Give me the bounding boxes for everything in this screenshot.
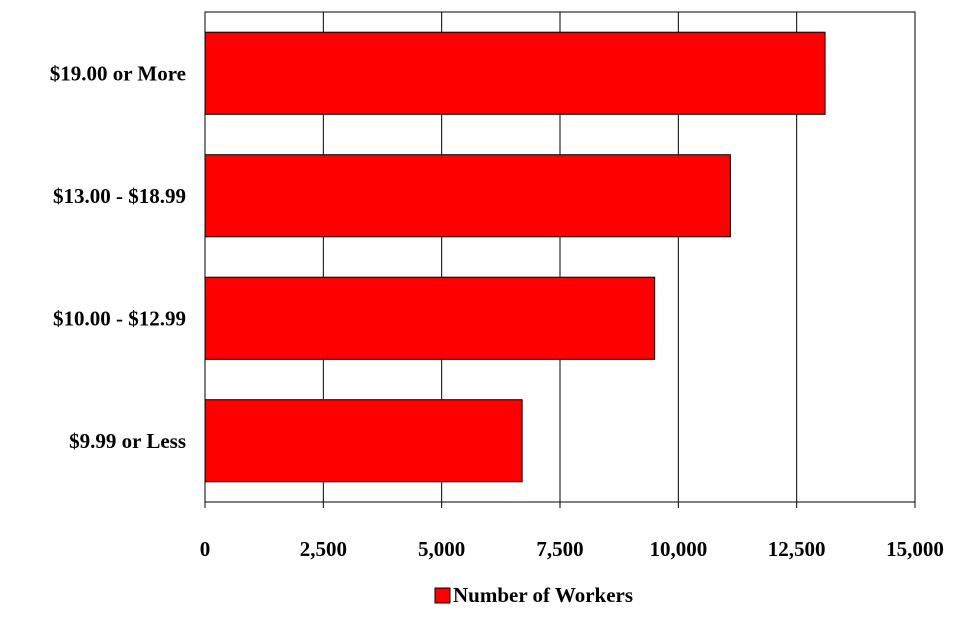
bars <box>204 31 826 483</box>
category-label: $9.99 or Less <box>69 429 186 453</box>
x-axis-ticks: 0 2,500 5,000 7,500 10,000 12,500 15,000 <box>200 502 944 561</box>
x-tick-label: 15,000 <box>886 537 944 561</box>
x-tick-label: 2,500 <box>300 537 347 561</box>
category-label: $19.00 or More <box>50 61 186 85</box>
bar <box>204 276 656 360</box>
legend-label: Number of Workers <box>453 583 633 607</box>
category-label: $13.00 - $18.99 <box>53 184 186 208</box>
legend: Number of Workers <box>434 583 633 607</box>
legend-swatch <box>434 587 451 604</box>
x-tick-label: 12,500 <box>768 537 826 561</box>
y-axis-category-labels: $9.99 or Less $10.00 - $12.99 $13.00 - $18… <box>50 61 186 453</box>
bar <box>204 399 523 483</box>
bar <box>204 31 826 115</box>
x-tick-label: 7,500 <box>536 537 583 561</box>
bar <box>204 154 731 238</box>
x-tick-label: 5,000 <box>418 537 465 561</box>
x-tick-label: 0 <box>200 537 211 561</box>
x-tick-label: 10,000 <box>649 537 707 561</box>
category-label: $10.00 - $12.99 <box>53 306 186 330</box>
